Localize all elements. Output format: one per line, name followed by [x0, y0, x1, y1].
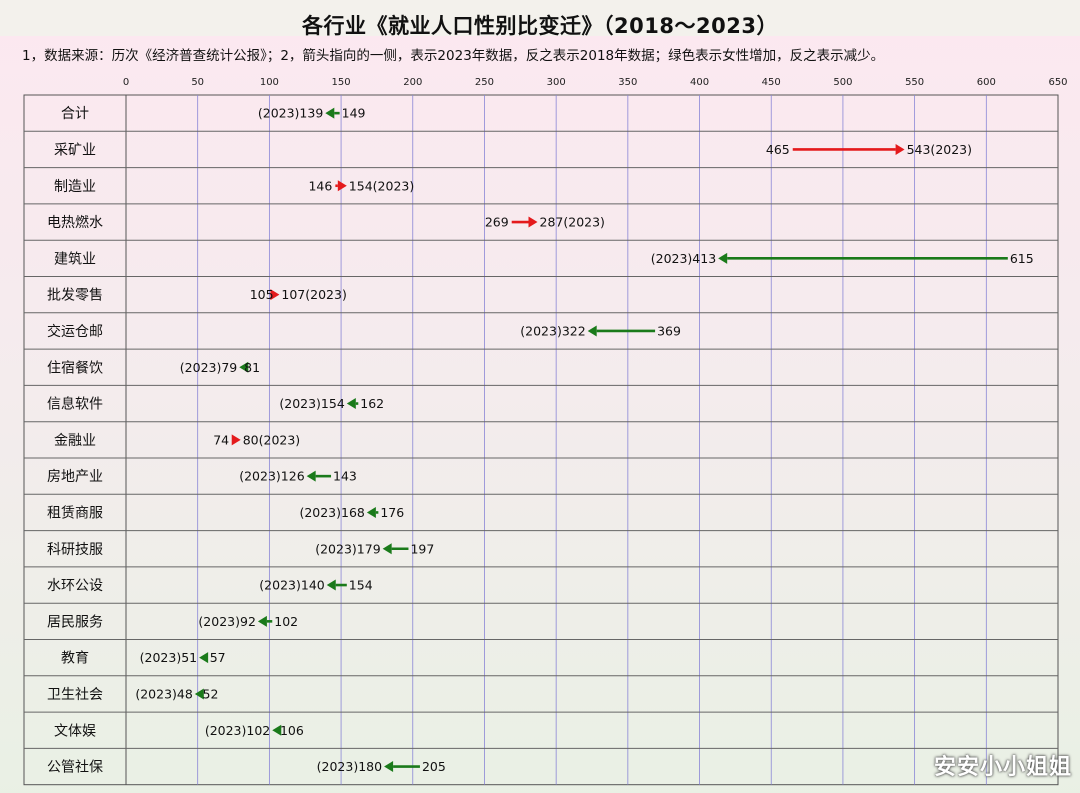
- value-label-2018: 154: [349, 578, 373, 593]
- value-label-2018: 176: [380, 505, 404, 520]
- value-label-2018: 102: [274, 614, 298, 629]
- plot-frame: [23, 94, 1059, 786]
- chart-title: 各行业《就业人口性别比变迁》（2018～2023）: [302, 14, 778, 38]
- value-label-2023: (2023)92: [198, 614, 255, 629]
- value-label-2023: 287(2023): [540, 215, 605, 230]
- value-label-2023: 107(2023): [281, 287, 346, 302]
- value-label-2023: (2023)126: [239, 469, 304, 484]
- value-label-2018: 81: [244, 360, 260, 375]
- watermark-text: 安安小小姐姐: [933, 755, 1072, 780]
- category-label: 房地产业: [47, 469, 103, 485]
- value-label-2018: 57: [210, 650, 226, 665]
- category-label: 建筑业: [54, 251, 96, 267]
- x-tick-label: 550: [905, 77, 924, 88]
- value-label-2023: (2023)102: [205, 723, 270, 738]
- chart-note: 1，数据来源：历次《经济普查统计公报》；2，箭头指向的一侧，表示2023年数据，…: [22, 48, 885, 64]
- x-tick-label: 0: [123, 77, 129, 88]
- change-arrow-head: [587, 325, 597, 337]
- category-label: 信息软件: [47, 396, 103, 413]
- change-arrow-head: [199, 652, 209, 664]
- category-label: 住宿餐饮: [47, 359, 103, 376]
- value-label-2018: 369: [657, 323, 681, 338]
- x-tick-label: 650: [1048, 77, 1067, 88]
- change-arrow-head: [382, 543, 392, 555]
- value-label-2023: 80(2023): [243, 432, 300, 447]
- value-label-2018: 106: [280, 723, 304, 738]
- change-arrow-head: [270, 289, 280, 301]
- value-label-2023: (2023)154: [279, 396, 344, 411]
- category-label: 水环公设: [47, 578, 103, 594]
- value-label-2018: 465: [766, 142, 790, 157]
- category-label: 文体娱: [54, 723, 96, 739]
- category-label: 电热燃水: [47, 214, 103, 231]
- change-arrow-head: [326, 579, 336, 591]
- change-arrow-head: [366, 506, 376, 518]
- value-label-2018: 52: [203, 686, 219, 701]
- change-arrow-head: [272, 724, 282, 736]
- x-tick-label: 100: [260, 77, 279, 88]
- change-arrow-head: [239, 361, 249, 373]
- value-label-2023: (2023)180: [317, 759, 382, 774]
- value-label-2023: (2023)168: [299, 505, 364, 520]
- category-label: 教育: [61, 651, 89, 667]
- change-arrow-head: [895, 143, 905, 155]
- change-arrow-head: [337, 180, 347, 192]
- category-label: 批发零售: [47, 288, 103, 304]
- x-tick-label: 200: [403, 77, 422, 88]
- value-label-2023: 154(2023): [349, 178, 414, 193]
- change-arrow-head: [718, 252, 728, 264]
- category-label: 采矿业: [54, 142, 96, 158]
- value-label-2023: (2023)322: [520, 323, 585, 338]
- category-label: 居民服务: [47, 614, 103, 630]
- category-label: 金融业: [54, 433, 96, 449]
- value-label-2023: (2023)413: [651, 251, 716, 266]
- x-tick-label: 400: [690, 77, 709, 88]
- x-tick-label: 500: [833, 77, 852, 88]
- value-label-2018: 615: [1010, 251, 1034, 266]
- value-label-2023: 543(2023): [907, 142, 972, 157]
- value-label-2018: 205: [422, 759, 446, 774]
- value-label-2018: 146: [308, 178, 332, 193]
- value-label-2018: 162: [360, 396, 384, 411]
- category-label: 科研技服: [47, 542, 103, 558]
- value-label-2018: 74: [213, 432, 229, 447]
- category-label: 租赁商服: [47, 505, 103, 521]
- change-arrow-head: [231, 434, 241, 446]
- value-label-2023: (2023)140: [259, 578, 324, 593]
- category-label: 公管社保: [47, 760, 103, 776]
- change-arrow-head: [194, 688, 204, 700]
- x-tick-label: 350: [618, 77, 637, 88]
- value-label-2023: (2023)139: [258, 106, 323, 121]
- change-arrow-head: [346, 398, 356, 410]
- change-arrow-head: [528, 216, 538, 228]
- value-label-2018: 197: [410, 541, 434, 556]
- value-label-2018: 269: [485, 215, 509, 230]
- x-tick-label: 450: [762, 77, 781, 88]
- value-label-2023: (2023)79: [180, 360, 238, 375]
- category-label: 交运仓邮: [47, 323, 103, 340]
- value-label-2023: (2023)48: [135, 686, 193, 701]
- chart-background: [0, 36, 1080, 793]
- category-label: 卫生社会: [47, 687, 103, 703]
- change-arrow-head: [257, 615, 267, 627]
- value-label-2018: 149: [342, 106, 366, 121]
- x-tick-label: 50: [191, 77, 204, 88]
- value-label-2018: 143: [333, 469, 357, 484]
- value-label-2023: (2023)51: [140, 650, 197, 665]
- x-tick-label: 300: [547, 77, 566, 88]
- x-tick-label: 600: [977, 77, 996, 88]
- change-arrow-head: [306, 470, 316, 482]
- value-label-2018: 105: [250, 287, 274, 302]
- x-tick-label: 250: [475, 77, 494, 88]
- change-arrow-head: [325, 107, 335, 119]
- x-tick-label: 150: [332, 77, 351, 88]
- category-label: 制造业: [54, 179, 96, 195]
- change-arrow-head: [384, 761, 394, 773]
- category-label: 合计: [61, 106, 89, 122]
- value-label-2023: (2023)179: [315, 541, 380, 556]
